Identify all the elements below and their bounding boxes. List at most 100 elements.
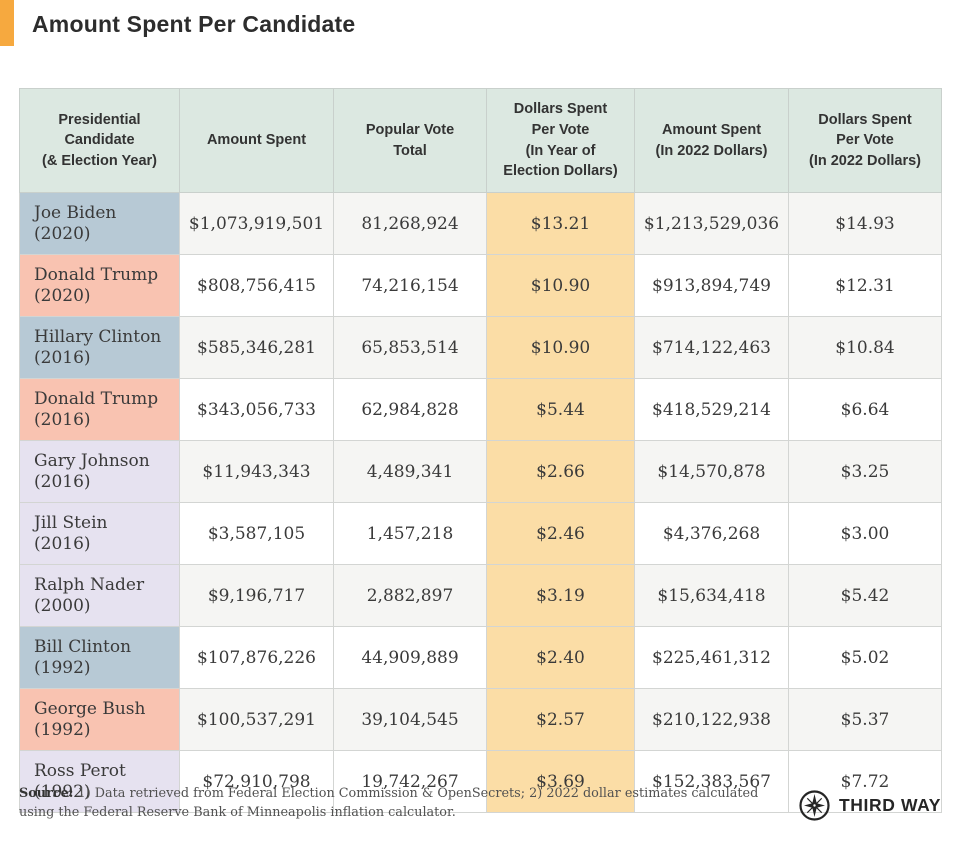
amount-2022-cell: $714,122,463: [634, 316, 789, 379]
column-header-per-vote-election-year: Dollars Spent Per Vote (In Year of Elect…: [486, 88, 635, 193]
candidate-year: (1992): [34, 781, 91, 802]
column-header-amount-2022: Amount Spent (In 2022 Dollars): [634, 88, 789, 193]
header-row: Presidential Candidate (& Election Year)…: [19, 88, 942, 193]
candidate-year: (2020): [34, 285, 91, 306]
candidate-name: Donald Trump: [34, 264, 159, 285]
candidate-year: (1992): [34, 657, 91, 678]
column-header-per-vote-2022: Dollars Spent Per Vote (In 2022 Dollars): [788, 88, 942, 193]
source-text: 1) Data retrieved from Federal Election …: [19, 786, 759, 821]
per-vote-2022-cell: $3.25: [788, 440, 942, 503]
table-row-ross-perot-1992: Ross Perot (1992) $72,910,798 19,742,267…: [19, 750, 942, 813]
per-vote-2022-cell: $5.02: [788, 626, 942, 689]
column-header-amount-spent: Amount Spent: [179, 88, 334, 193]
amount-2022-cell: $14,570,878: [634, 440, 789, 503]
column-header-candidate: Presidential Candidate (& Election Year): [19, 88, 180, 193]
popular-vote-cell: 1,457,218: [333, 502, 487, 565]
per-vote-election-year-cell: $2.46: [486, 502, 635, 565]
candidate-cell: Donald Trump (2016): [19, 378, 180, 441]
popular-vote-cell: 39,104,545: [333, 688, 487, 751]
per-vote-2022-cell: $6.64: [788, 378, 942, 441]
table-row-donald-trump-2020: Donald Trump (2020) $808,756,415 74,216,…: [19, 254, 942, 317]
amount-2022-cell: $913,894,749: [634, 254, 789, 317]
table-row-gary-johnson-2016: Gary Johnson (2016) $11,943,343 4,489,34…: [19, 440, 942, 503]
candidate-cell: Donald Trump (2020): [19, 254, 180, 317]
candidate-name: Ralph Nader: [34, 574, 145, 595]
amount-spent-cell: $1,073,919,501: [179, 192, 334, 255]
amount-2022-cell: $15,634,418: [634, 564, 789, 627]
amount-2022-cell: $1,213,529,036: [634, 192, 789, 255]
amount-spent-cell: $100,537,291: [179, 688, 334, 751]
candidate-year: (1992): [34, 719, 91, 740]
candidate-name: Joe Biden: [34, 202, 117, 223]
candidate-year: (2000): [34, 595, 91, 616]
per-vote-election-year-cell: $5.44: [486, 378, 635, 441]
popular-vote-cell: 62,984,828: [333, 378, 487, 441]
candidate-year: (2016): [34, 347, 91, 368]
table-row-hillary-clinton-2016: Hillary Clinton (2016) $585,346,281 65,8…: [19, 316, 942, 379]
source-label: Source:: [19, 786, 74, 801]
amount-spent-cell: $343,056,733: [179, 378, 334, 441]
column-header-popular-vote: Popular Vote Total: [333, 88, 487, 193]
per-vote-election-year-cell: $3.69: [486, 750, 635, 813]
per-vote-2022-cell: $5.42: [788, 564, 942, 627]
thirdway-logo: THIRD WAY: [798, 789, 941, 822]
amount-spent-cell: $3,587,105: [179, 502, 334, 565]
table-row-bill-clinton-1992: Bill Clinton (1992) $107,876,226 44,909,…: [19, 626, 942, 689]
candidate-year: (2016): [34, 409, 91, 430]
per-vote-election-year-cell: $2.40: [486, 626, 635, 689]
popular-vote-cell: 19,742,267: [333, 750, 487, 813]
footer: Source: 1) Data retrieved from Federal E…: [19, 784, 941, 822]
candidate-name: Hillary Clinton: [34, 326, 162, 347]
table-row-joe-biden-2020: Joe Biden (2020) $1,073,919,501 81,268,9…: [19, 192, 942, 255]
candidate-name: George Bush: [34, 698, 146, 719]
popular-vote-cell: 81,268,924: [333, 192, 487, 255]
per-vote-2022-cell: $12.31: [788, 254, 942, 317]
per-vote-2022-cell: $5.37: [788, 688, 942, 751]
amount-2022-cell: $152,383,567: [634, 750, 789, 813]
candidate-name: Ross Perot: [34, 760, 126, 781]
per-vote-2022-cell: $10.84: [788, 316, 942, 379]
popular-vote-cell: 2,882,897: [333, 564, 487, 627]
popular-vote-cell: 65,853,514: [333, 316, 487, 379]
per-vote-election-year-cell: $13.21: [486, 192, 635, 255]
candidate-cell: Jill Stein (2016): [19, 502, 180, 565]
amount-spent-cell: $11,943,343: [179, 440, 334, 503]
amount-2022-cell: $225,461,312: [634, 626, 789, 689]
table-row-george-bush-1992: George Bush (1992) $100,537,291 39,104,5…: [19, 688, 942, 751]
spending-table: Presidential Candidate (& Election Year)…: [19, 88, 942, 813]
per-vote-election-year-cell: $2.66: [486, 440, 635, 503]
candidate-name: Jill Stein: [34, 512, 108, 533]
candidate-year: (2016): [34, 471, 91, 492]
popular-vote-cell: 74,216,154: [333, 254, 487, 317]
amount-spent-cell: $107,876,226: [179, 626, 334, 689]
candidate-cell: Ralph Nader (2000): [19, 564, 180, 627]
amount-2022-cell: $4,376,268: [634, 502, 789, 565]
page-title: Amount Spent Per Candidate: [32, 11, 356, 37]
per-vote-election-year-cell: $2.57: [486, 688, 635, 751]
amount-spent-cell: $9,196,717: [179, 564, 334, 627]
per-vote-election-year-cell: $3.19: [486, 564, 635, 627]
per-vote-2022-cell: $14.93: [788, 192, 942, 255]
popular-vote-cell: 44,909,889: [333, 626, 487, 689]
per-vote-election-year-cell: $10.90: [486, 254, 635, 317]
candidate-cell: Bill Clinton (1992): [19, 626, 180, 689]
title-accent-bar: [0, 0, 14, 46]
candidate-cell: Ross Perot (1992): [19, 750, 180, 813]
amount-2022-cell: $418,529,214: [634, 378, 789, 441]
candidate-name: Bill Clinton: [34, 636, 132, 657]
candidate-cell: George Bush (1992): [19, 688, 180, 751]
per-vote-2022-cell: $3.00: [788, 502, 942, 565]
source-note: Source: 1) Data retrieved from Federal E…: [19, 784, 791, 822]
table-row-ralph-nader-2000: Ralph Nader (2000) $9,196,717 2,882,897 …: [19, 564, 942, 627]
table-row-jill-stein-2016: Jill Stein (2016) $3,587,105 1,457,218 $…: [19, 502, 942, 565]
candidate-cell: Gary Johnson (2016): [19, 440, 180, 503]
candidate-cell: Joe Biden (2020): [19, 192, 180, 255]
amount-spent-cell: $72,910,798: [179, 750, 334, 813]
candidate-cell: Hillary Clinton (2016): [19, 316, 180, 379]
amount-spent-cell: $585,346,281: [179, 316, 334, 379]
candidate-year: (2016): [34, 533, 91, 554]
per-vote-election-year-cell: $10.90: [486, 316, 635, 379]
amount-2022-cell: $210,122,938: [634, 688, 789, 751]
amount-spent-cell: $808,756,415: [179, 254, 334, 317]
